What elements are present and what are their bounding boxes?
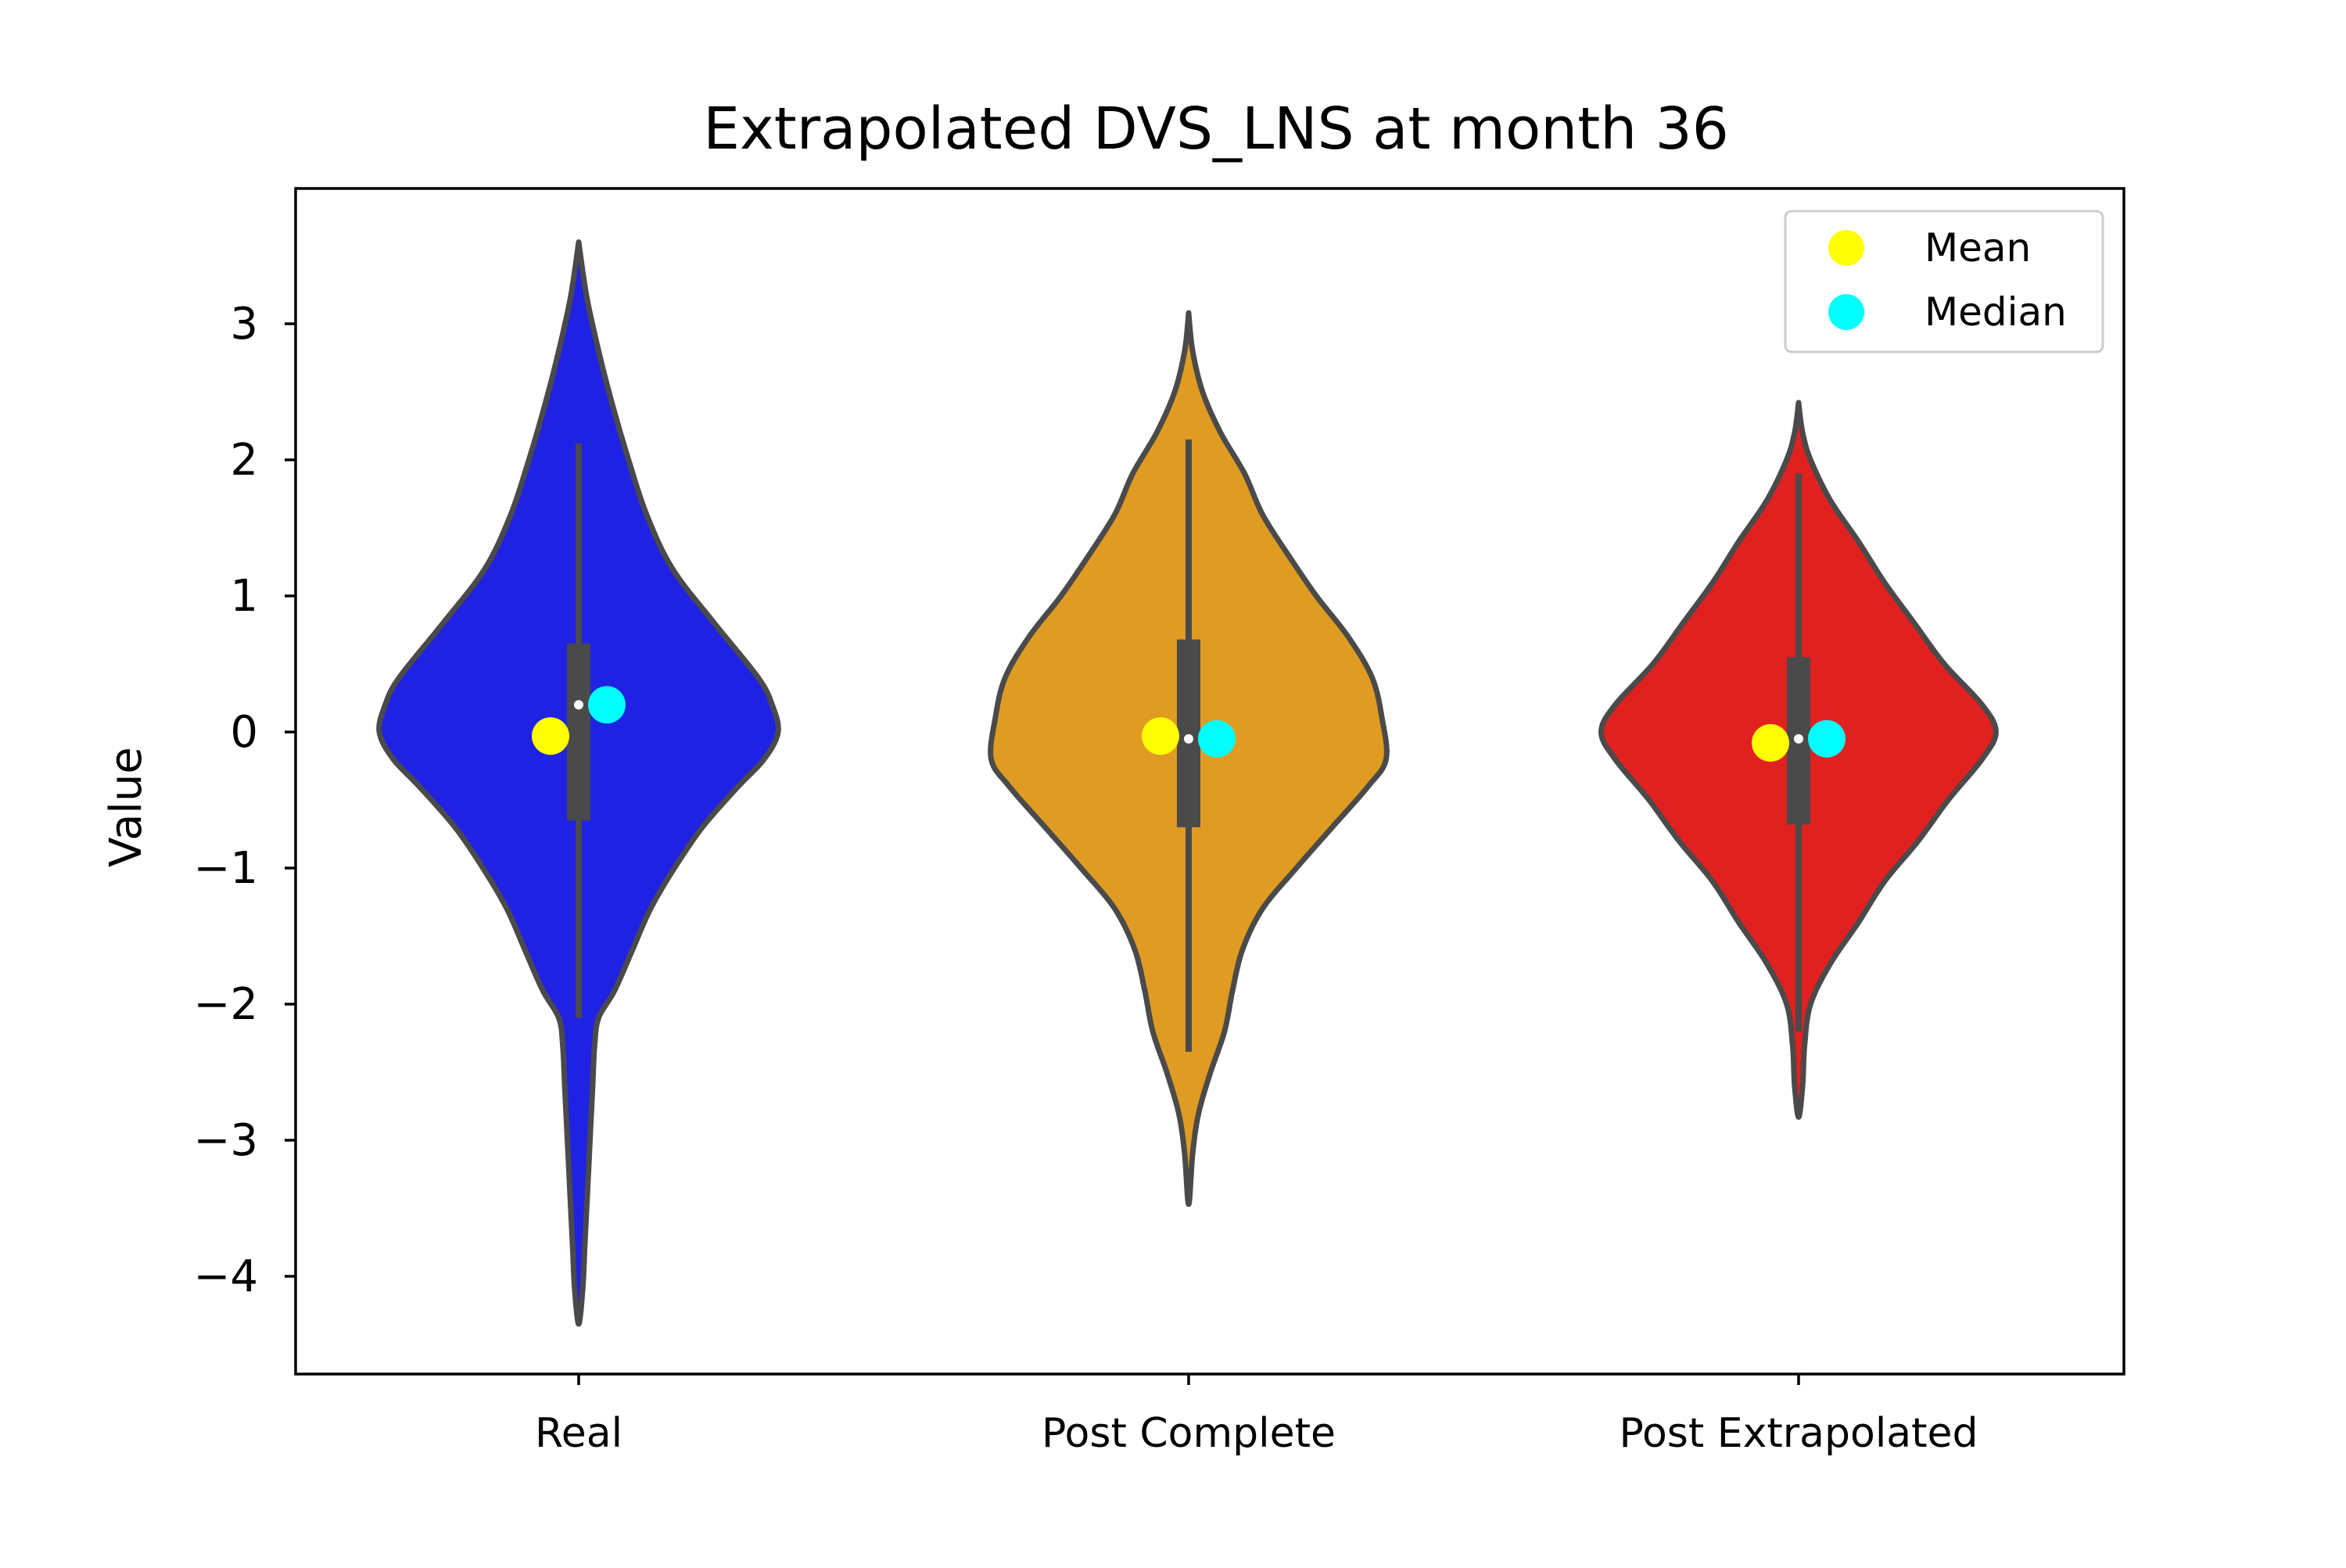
boxes-layer bbox=[567, 439, 1810, 1052]
y-axis-ticks: 3 2 1 0 −1 −2 −3 −4 bbox=[193, 299, 296, 1302]
mean-marker-real bbox=[532, 717, 569, 755]
x-tick-label-post-complete: Post Complete bbox=[1042, 1410, 1336, 1457]
median-marker-post-complete bbox=[1198, 719, 1236, 758]
y-tick-label: −1 bbox=[193, 843, 258, 894]
legend-mean-marker bbox=[1828, 230, 1864, 266]
x-tick-label-real: Real bbox=[535, 1410, 622, 1457]
median-dot-post-complete bbox=[1184, 734, 1193, 744]
y-tick-label: −3 bbox=[193, 1115, 258, 1166]
iqr-box-post-complete bbox=[1177, 639, 1200, 827]
iqr-box-real bbox=[567, 643, 590, 821]
y-tick-label: 2 bbox=[230, 435, 258, 486]
median-dot-real bbox=[574, 700, 583, 710]
y-tick-label: −2 bbox=[193, 979, 258, 1030]
plot-frame bbox=[294, 187, 2125, 1376]
y-tick-label: 3 bbox=[230, 299, 258, 350]
y-tick-label: −4 bbox=[193, 1251, 258, 1302]
x-axis-ticks: Real Post Complete Post Extrapolated bbox=[535, 1374, 1978, 1457]
y-tick-label: 1 bbox=[230, 571, 258, 622]
mean-marker-post-complete bbox=[1142, 717, 1179, 755]
legend-frame bbox=[1784, 210, 2104, 353]
mean-marker-post-extrapolated bbox=[1752, 723, 1789, 762]
median-marker-post-extrapolated bbox=[1808, 719, 1846, 758]
legend: Mean Median bbox=[1784, 210, 2104, 353]
median-marker-real bbox=[588, 686, 626, 724]
y-axis-label: Value bbox=[101, 747, 152, 867]
x-tick-label-post-extrapolated: Post Extrapolated bbox=[1619, 1410, 1978, 1457]
legend-median-marker bbox=[1828, 294, 1864, 330]
legend-median-label: Median bbox=[1925, 289, 2067, 335]
chart-title: Extrapolated DVS_LNS at month 36 bbox=[703, 95, 1729, 163]
markers-layer bbox=[532, 686, 1846, 762]
y-tick-label: 0 bbox=[230, 707, 258, 758]
median-dot-post-extrapolated bbox=[1794, 734, 1803, 744]
legend-mean-label: Mean bbox=[1925, 225, 2031, 271]
